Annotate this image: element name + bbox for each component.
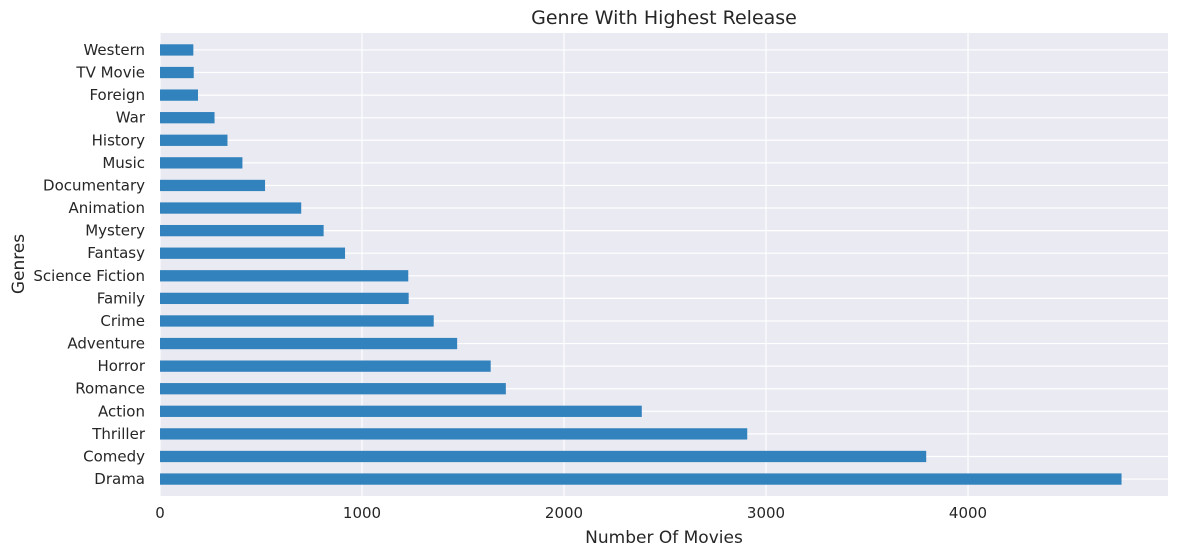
y-tick-label: TV Movie bbox=[75, 64, 145, 82]
y-tick-label: Crime bbox=[100, 312, 145, 330]
bar-foreign bbox=[160, 89, 198, 101]
bar-western bbox=[160, 44, 194, 56]
y-tick-label: Horror bbox=[97, 357, 145, 375]
plot-area bbox=[160, 33, 1168, 496]
bar-fantasy bbox=[160, 247, 346, 259]
y-tick-label: Family bbox=[97, 289, 145, 307]
bar-drama bbox=[160, 473, 1122, 485]
y-tick-label: Foreign bbox=[89, 86, 145, 104]
x-axis-ticks: 0 1000 2000 3000 4000 bbox=[155, 504, 987, 522]
chart-title: Genre With Highest Release bbox=[531, 7, 797, 29]
y-tick-label: Animation bbox=[69, 199, 145, 217]
y-tick-label: War bbox=[116, 109, 146, 127]
x-tick-label: 2000 bbox=[545, 504, 583, 522]
y-tick-label: Thriller bbox=[91, 425, 146, 443]
bar-horror bbox=[160, 360, 491, 372]
bar-mystery bbox=[160, 224, 324, 237]
bar-adventure bbox=[160, 337, 458, 350]
y-tick-label: Music bbox=[102, 154, 145, 172]
x-axis-label: Number Of Movies bbox=[585, 528, 743, 548]
y-tick-label: Romance bbox=[75, 380, 145, 398]
y-tick-label: Mystery bbox=[85, 222, 145, 240]
y-axis-label: Genres bbox=[9, 234, 29, 294]
bar-action bbox=[160, 405, 642, 417]
bar-romance bbox=[160, 383, 506, 395]
y-tick-label: Comedy bbox=[83, 447, 145, 465]
y-tick-label: Documentary bbox=[43, 176, 145, 194]
x-tick-label: 3000 bbox=[747, 504, 785, 522]
x-tick-label: 4000 bbox=[949, 504, 987, 522]
bar-science-fiction bbox=[160, 270, 409, 282]
bar-family bbox=[160, 292, 409, 305]
bar-comedy bbox=[160, 450, 927, 463]
bar-music bbox=[160, 157, 243, 169]
bar-documentary bbox=[160, 179, 266, 192]
y-tick-label: Drama bbox=[94, 470, 145, 488]
y-axis-ticks: Drama Comedy Thriller Action Romance Horror Ad… bbox=[33, 41, 145, 488]
x-tick-label: 0 bbox=[155, 504, 165, 522]
bar-war bbox=[160, 112, 215, 124]
y-tick-label: Adventure bbox=[67, 335, 145, 353]
bar-animation bbox=[160, 202, 302, 214]
bar-crime bbox=[160, 315, 434, 327]
bars bbox=[160, 44, 1122, 485]
bar-thriller bbox=[160, 428, 748, 440]
y-tick-label: Science Fiction bbox=[33, 267, 145, 285]
y-tick-label: Fantasy bbox=[87, 244, 145, 262]
y-tick-label: Western bbox=[83, 41, 145, 59]
bar-tv-movie bbox=[160, 66, 194, 79]
y-tick-label: Action bbox=[98, 402, 145, 420]
y-tick-label: History bbox=[92, 131, 145, 149]
bar-history bbox=[160, 134, 228, 146]
x-tick-label: 1000 bbox=[343, 504, 381, 522]
